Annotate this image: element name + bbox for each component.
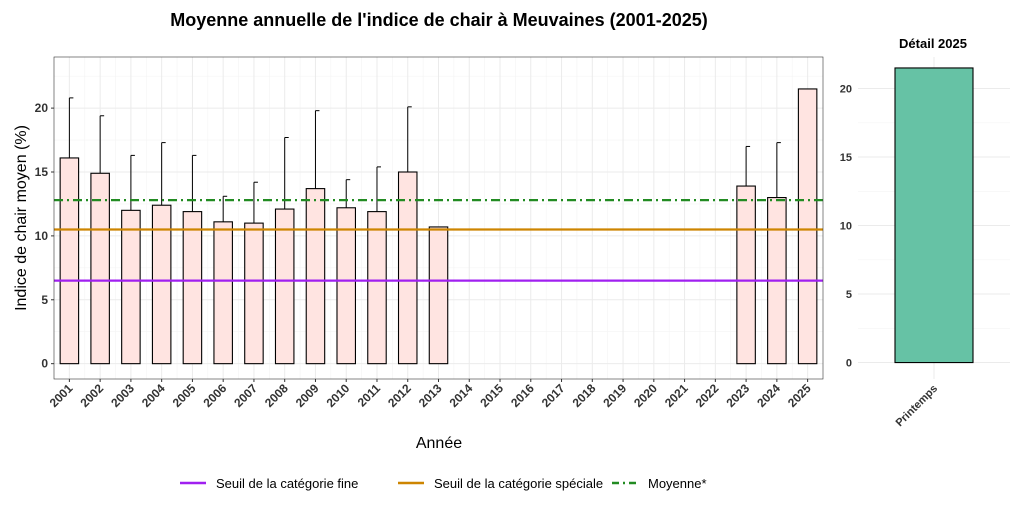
x-tick-label: 2001 <box>47 381 76 410</box>
x-tick-label: 2017 <box>539 381 568 410</box>
x-tick-label: 2018 <box>570 381 599 410</box>
detail-bar <box>894 67 974 364</box>
bar <box>797 88 818 365</box>
x-tick-label: 2016 <box>508 381 537 410</box>
x-tick-label: 2012 <box>385 381 414 410</box>
bar <box>336 207 356 365</box>
y-axis-title: Indice de chair moyen (%) <box>13 125 30 311</box>
detail-y-tick-label: 15 <box>840 152 852 164</box>
detail-y-tick-label: 10 <box>840 221 852 233</box>
x-tick-label: 2024 <box>754 381 783 410</box>
x-tick-label: 2002 <box>77 381 106 410</box>
x-tick-label: 2014 <box>447 381 476 410</box>
x-tick-label: 2019 <box>600 381 629 410</box>
detail-plot: 0 5 10 15 20 Printemps <box>840 57 1010 429</box>
x-tick-label: 2004 <box>139 381 168 410</box>
legend-label: Seuil de la catégorie fine <box>216 476 358 491</box>
x-tick-label: 2021 <box>662 381 691 410</box>
bar <box>244 222 264 365</box>
y-tick-label: 5 <box>41 293 48 307</box>
x-tick-label: 2008 <box>262 381 291 410</box>
bar <box>182 211 203 365</box>
bar <box>213 221 233 365</box>
x-tick-label: 2010 <box>324 381 353 410</box>
x-tick-label: 2023 <box>723 381 752 410</box>
x-tick-label: 2025 <box>785 381 814 410</box>
bar <box>428 226 449 365</box>
bar <box>90 172 110 365</box>
chart-title: Moyenne annuelle de l'indice de chair à … <box>170 10 708 30</box>
detail-y-tick-label: 0 <box>846 358 852 370</box>
legend: Seuil de la catégorie fine Seuil de la ca… <box>180 476 707 491</box>
bar <box>59 157 80 365</box>
main-plot: 0 5 10 15 20 2001 2002 2003 2004 2005 2006 2007 2008… <box>35 56 824 410</box>
y-tick-label: 10 <box>35 229 49 243</box>
x-tick-label: 2005 <box>170 381 199 410</box>
x-axis-title: Année <box>416 435 462 452</box>
legend-label: Moyenne* <box>648 476 707 491</box>
x-tick-label: 2009 <box>293 381 322 410</box>
bar <box>121 209 141 365</box>
x-tick-label: 2003 <box>108 381 137 410</box>
x-tick-label: 2006 <box>201 381 230 410</box>
x-tick-label: 2011 <box>355 381 384 410</box>
bar <box>274 208 295 365</box>
detail-x-tick-label: Printemps <box>894 383 941 430</box>
x-tick-label: 2022 <box>693 381 722 410</box>
x-tick-label: 2013 <box>416 381 445 410</box>
detail-y-tick-label: 20 <box>840 84 852 96</box>
legend-label: Seuil de la catégorie spéciale <box>434 476 603 491</box>
y-tick-label: 20 <box>35 101 49 115</box>
detail-title: Détail 2025 <box>899 36 967 51</box>
detail-y-tick-label: 5 <box>846 289 852 301</box>
x-tick-label: 2007 <box>231 381 260 410</box>
bar <box>305 188 326 365</box>
bar <box>736 185 756 365</box>
bar <box>367 211 387 365</box>
y-tick-label: 15 <box>35 165 49 179</box>
x-tick-label: 2020 <box>631 381 660 410</box>
x-tick-label: 2015 <box>477 381 506 410</box>
y-tick-label: 0 <box>41 357 48 371</box>
